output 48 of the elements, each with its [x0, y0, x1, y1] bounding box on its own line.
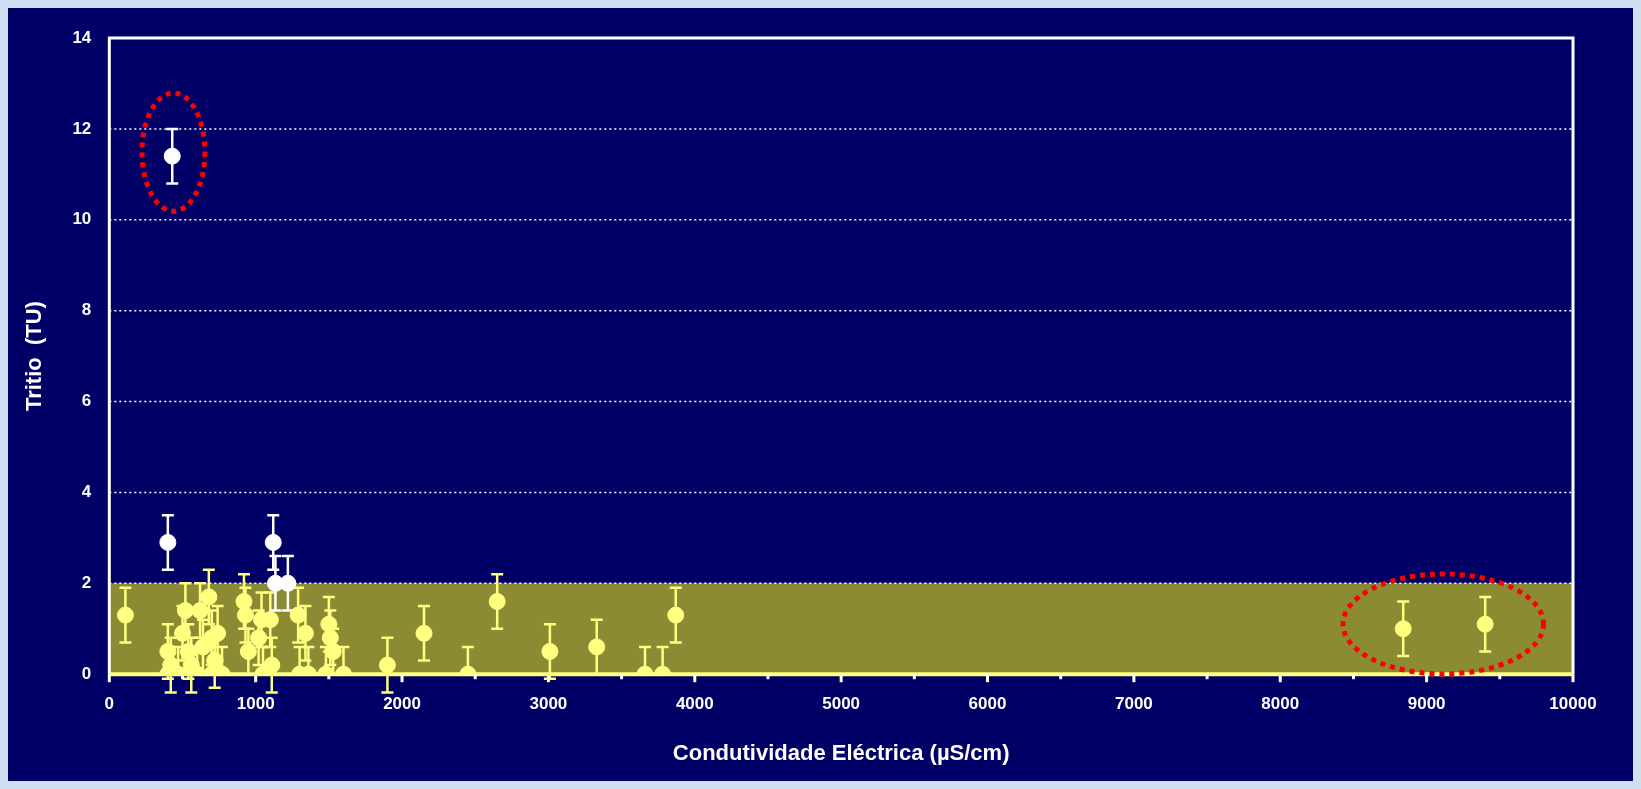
point [250, 629, 268, 647]
point [209, 624, 227, 642]
point [176, 602, 194, 620]
y-tick-label: 14 [72, 27, 92, 47]
point [378, 656, 396, 674]
point [488, 592, 506, 610]
point [541, 642, 559, 660]
y-tick-label: 12 [72, 118, 92, 138]
y-tick-label: 8 [81, 300, 92, 320]
x-tick-label: 5000 [822, 694, 861, 714]
y-axis-title: Tritio (TU) [21, 301, 47, 412]
x-tick-label: 10000 [1549, 694, 1597, 714]
y-tick-label: 10 [72, 209, 92, 229]
y-tick-label: 0 [81, 663, 92, 683]
point [588, 638, 606, 656]
point [159, 642, 177, 660]
point [173, 624, 191, 642]
x-tick-label: 8000 [1261, 694, 1300, 714]
point [1476, 615, 1494, 633]
x-tick-label: 9000 [1407, 694, 1446, 714]
x-tick-label: 2000 [383, 694, 421, 714]
point [159, 533, 177, 551]
x-tick-label: 7000 [1114, 694, 1153, 714]
point [289, 606, 307, 624]
point [321, 629, 339, 647]
point [279, 574, 297, 592]
point [191, 602, 209, 620]
point [239, 642, 257, 660]
y-tick-label: 4 [81, 482, 92, 502]
x-tick-label: 0 [104, 694, 115, 714]
x-axis-title: Condutividade Eléctrica (µS/cm) [672, 739, 1010, 765]
point [263, 656, 281, 674]
point [235, 592, 253, 610]
point [163, 147, 181, 165]
point [415, 624, 433, 642]
point [236, 606, 254, 624]
point [1394, 620, 1412, 638]
y-tick-label: 6 [81, 391, 92, 411]
point [200, 588, 218, 606]
x-tick-label: 1000 [236, 694, 275, 714]
x-tick-label: 4000 [675, 694, 714, 714]
point [320, 615, 338, 633]
point [116, 606, 134, 624]
x-tick-label: 6000 [968, 694, 1007, 714]
x-tick-label: 3000 [529, 694, 568, 714]
y-tick-label: 2 [81, 573, 92, 592]
point [264, 533, 282, 551]
point [667, 606, 685, 624]
